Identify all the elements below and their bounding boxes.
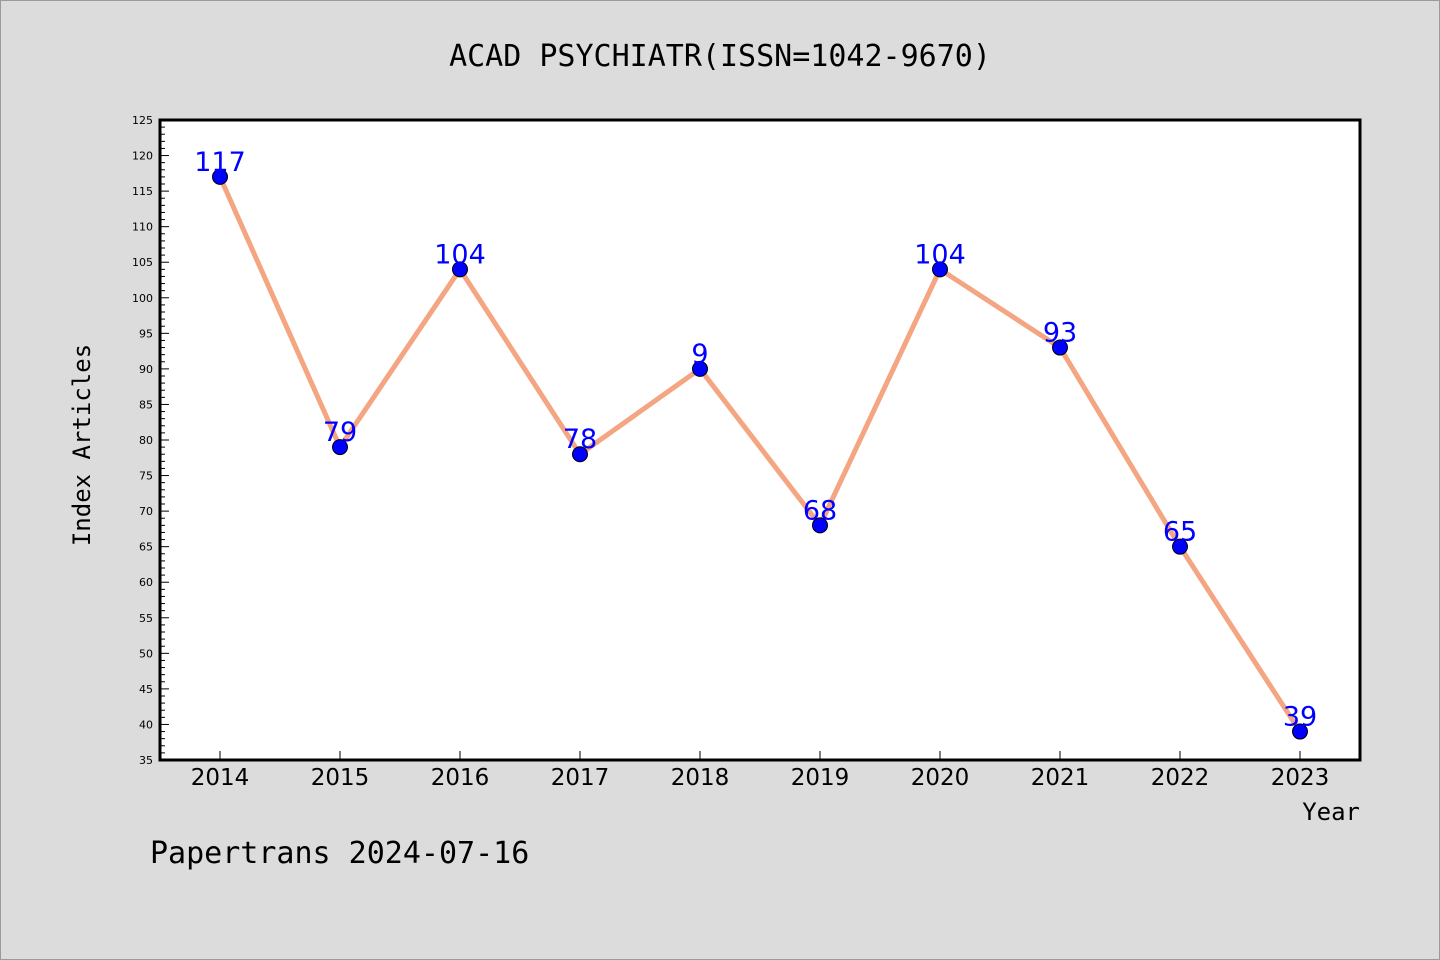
data-point (932, 261, 948, 278)
data-label: 9 (691, 339, 708, 370)
plot-area (160, 120, 1360, 760)
y-tick-label: 45 (139, 683, 153, 696)
data-labels: 117 79 104 78 9 68 104 93 65 39 (194, 147, 1317, 733)
y-tick-label: 85 (139, 398, 153, 411)
x-tick-label: 2022 (1151, 765, 1210, 791)
data-point (572, 446, 588, 463)
y-tick-label: 105 (132, 256, 153, 269)
data-label: 104 (914, 239, 966, 270)
y-tick-label: 60 (139, 576, 153, 589)
data-label: 93 (1043, 318, 1077, 349)
chart-title: ACAD PSYCHIATR(ISSN=1042-9670) (449, 39, 991, 74)
x-tick-label: 2020 (911, 765, 970, 791)
x-tick-label: 2016 (431, 765, 490, 791)
data-point (1052, 339, 1068, 356)
y-tick-label: 90 (139, 363, 153, 376)
y-tick-label: 100 (132, 292, 153, 305)
y-tick-label: 115 (132, 185, 153, 198)
data-point (1172, 538, 1188, 555)
data-label: 39 (1283, 702, 1317, 733)
x-axis-title: Year (1302, 798, 1360, 826)
data-point (452, 261, 468, 278)
data-point (692, 360, 708, 377)
y-tick-label: 65 (139, 541, 153, 554)
data-label: 68 (803, 495, 837, 526)
y-tick-label: 125 (132, 114, 153, 127)
y-axis-title: Index Articles (68, 344, 96, 546)
x-tick-label: 2017 (551, 765, 610, 791)
series-index-articles (212, 168, 1308, 740)
data-label: 65 (1163, 517, 1197, 548)
data-point (812, 517, 828, 534)
plot-frame (158, 118, 1362, 762)
x-tick-label: 2018 (671, 765, 730, 791)
data-point (332, 439, 348, 456)
y-tick-label: 55 (139, 612, 153, 625)
y-axis: 35 40 45 50 55 60 65 70 75 80 85 90 95 100 105 110 115 12… (132, 114, 169, 767)
y-tick-label: 70 (139, 505, 153, 518)
data-label: 104 (434, 239, 486, 270)
data-label: 79 (323, 417, 357, 448)
x-axis: 2014 2015 2016 2017 2018 2019 2020 2021 2022 2023 (191, 751, 1330, 791)
y-tick-label: 75 (139, 470, 153, 483)
data-point (1292, 723, 1308, 740)
x-tick-label: 2015 (311, 765, 370, 791)
y-tick-label: 50 (139, 647, 153, 660)
data-label: 117 (194, 147, 246, 178)
y-tick-label: 120 (132, 150, 153, 163)
y-tick-label: 40 (139, 718, 153, 731)
footer-credit: Papertrans 2024-07-16 (150, 836, 529, 871)
data-label: 78 (563, 424, 597, 455)
y-tick-label: 80 (139, 434, 153, 447)
x-tick-label: 2023 (1271, 765, 1330, 791)
series-line (217, 174, 1303, 735)
x-tick-label: 2019 (791, 765, 850, 791)
y-tick-label: 110 (132, 221, 153, 234)
y-tick-label: 35 (139, 754, 153, 767)
data-point (212, 168, 228, 185)
x-tick-label: 2021 (1031, 765, 1090, 791)
x-tick-label: 2014 (191, 765, 250, 791)
y-tick-label: 95 (139, 327, 153, 340)
